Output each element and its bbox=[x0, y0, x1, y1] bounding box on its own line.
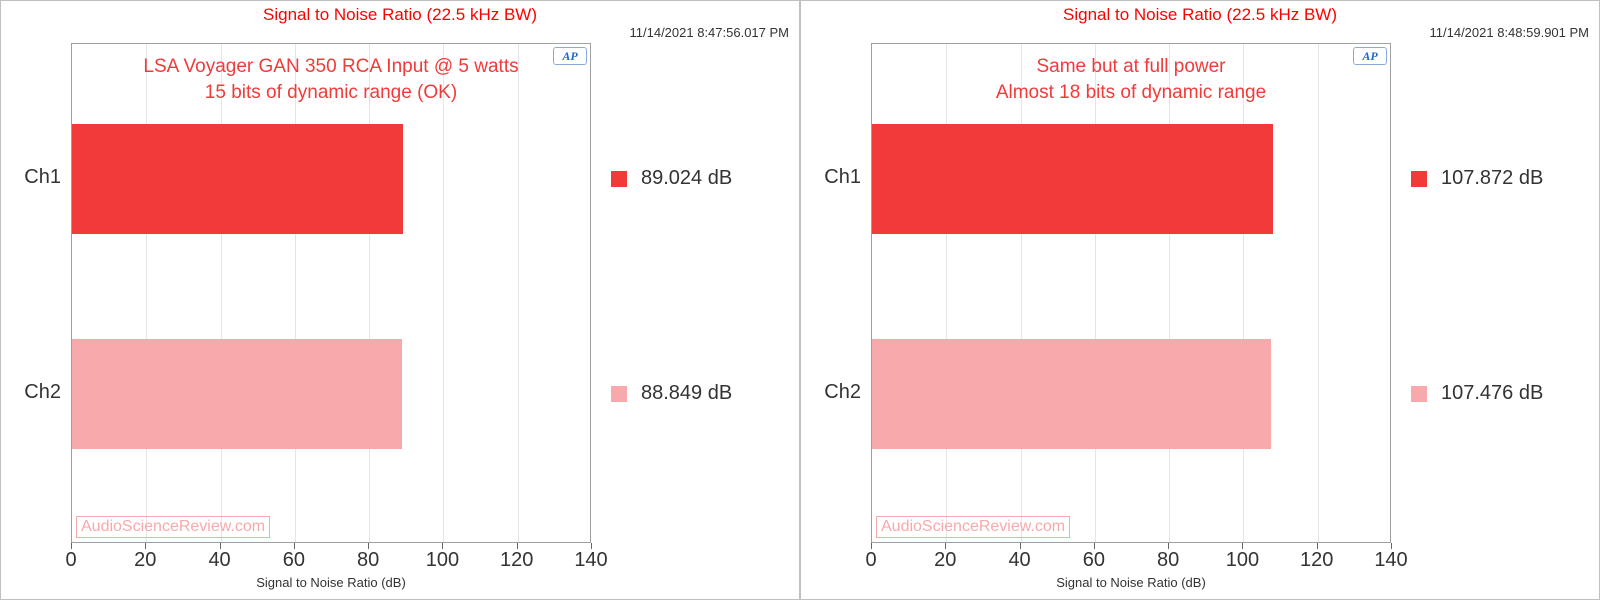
gridline bbox=[518, 44, 519, 542]
gridline bbox=[295, 44, 296, 542]
x-tick-label: 40 bbox=[200, 549, 240, 572]
chart-title: Signal to Noise Ratio (22.5 kHz BW) bbox=[1, 5, 799, 25]
gridline bbox=[221, 44, 222, 542]
x-axis-label: Signal to Noise Ratio (dB) bbox=[871, 575, 1391, 590]
bar-ch2 bbox=[72, 339, 402, 449]
gridline bbox=[1021, 44, 1022, 542]
x-tick-label: 80 bbox=[348, 549, 388, 572]
chart-title: Signal to Noise Ratio (22.5 kHz BW) bbox=[801, 5, 1599, 25]
legend-swatch-ch2 bbox=[611, 386, 627, 402]
x-axis-label: Signal to Noise Ratio (dB) bbox=[71, 575, 591, 590]
plot-area: AP Same but at full power Almost 18 bits… bbox=[871, 43, 1391, 543]
gridline bbox=[946, 44, 947, 542]
plot-area: AP LSA Voyager GAN 350 RCA Input @ 5 wat… bbox=[71, 43, 591, 543]
legend-swatch-ch1 bbox=[1411, 171, 1427, 187]
annotation-line-2: 15 bits of dynamic range (OK) bbox=[72, 82, 590, 104]
y-category-ch1: Ch1 bbox=[11, 166, 61, 189]
x-tick-label: 0 bbox=[851, 549, 891, 572]
x-tick-label: 140 bbox=[1371, 549, 1411, 572]
x-tick-label: 80 bbox=[1148, 549, 1188, 572]
timestamp: 11/14/2021 8:47:56.017 PM bbox=[630, 25, 790, 40]
y-category-ch2: Ch2 bbox=[811, 381, 861, 404]
x-tick-label: 120 bbox=[497, 549, 537, 572]
gridline bbox=[1318, 44, 1319, 542]
legend-value-ch1: 89.024 dB bbox=[641, 167, 732, 190]
legend-swatch-ch2 bbox=[1411, 386, 1427, 402]
timestamp: 11/14/2021 8:48:59.901 PM bbox=[1430, 25, 1590, 40]
gridline bbox=[1169, 44, 1170, 542]
gridline bbox=[443, 44, 444, 542]
x-tick-label: 40 bbox=[1000, 549, 1040, 572]
y-category-ch1: Ch1 bbox=[811, 166, 861, 189]
x-tick-label: 100 bbox=[422, 549, 462, 572]
x-tick-label: 120 bbox=[1297, 549, 1337, 572]
chart-panel-left: Signal to Noise Ratio (22.5 kHz BW) 11/1… bbox=[0, 0, 800, 600]
x-tick-label: 20 bbox=[125, 549, 165, 572]
legend-value-ch2: 88.849 dB bbox=[641, 382, 732, 405]
chart-panel-right: Signal to Noise Ratio (22.5 kHz BW) 11/1… bbox=[800, 0, 1600, 600]
x-tick-label: 0 bbox=[51, 549, 91, 572]
bar-ch1 bbox=[72, 124, 403, 234]
bar-ch1 bbox=[872, 124, 1273, 234]
y-category-ch2: Ch2 bbox=[11, 381, 61, 404]
x-tick-label: 100 bbox=[1222, 549, 1262, 572]
gridline bbox=[146, 44, 147, 542]
watermark: AudioScienceReview.com bbox=[876, 516, 1070, 538]
bar-ch2 bbox=[872, 339, 1271, 449]
legend-value-ch1: 107.872 dB bbox=[1441, 167, 1543, 190]
watermark: AudioScienceReview.com bbox=[76, 516, 270, 538]
x-tick-label: 140 bbox=[571, 549, 611, 572]
x-tick-label: 60 bbox=[1074, 549, 1114, 572]
x-tick-label: 20 bbox=[925, 549, 965, 572]
annotation-line-1: LSA Voyager GAN 350 RCA Input @ 5 watts bbox=[72, 56, 590, 78]
x-tick-label: 60 bbox=[274, 549, 314, 572]
legend-value-ch2: 107.476 dB bbox=[1441, 382, 1543, 405]
gridline bbox=[1095, 44, 1096, 542]
gridline bbox=[369, 44, 370, 542]
annotation-line-2: Almost 18 bits of dynamic range bbox=[872, 82, 1390, 104]
legend-swatch-ch1 bbox=[611, 171, 627, 187]
gridline bbox=[1243, 44, 1244, 542]
annotation-line-1: Same but at full power bbox=[872, 56, 1390, 78]
